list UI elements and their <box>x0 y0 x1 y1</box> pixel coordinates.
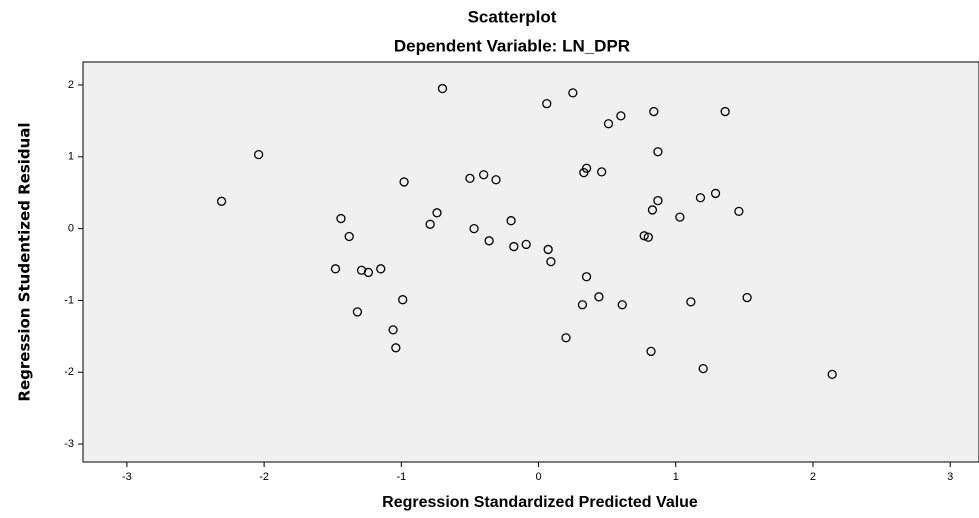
x-tick-label: -3 <box>122 471 132 483</box>
x-tick-label: 2 <box>810 471 816 483</box>
x-tick-label: -2 <box>259 471 269 483</box>
y-tick-label: -2 <box>64 366 74 378</box>
x-tick-label: 3 <box>947 471 953 483</box>
y-tick-label: -1 <box>64 294 74 306</box>
chart-subtitle: Dependent Variable: LN_DPR <box>394 36 630 55</box>
x-tick-label: 0 <box>535 471 541 483</box>
y-axis-label: Regression Studentized Residual <box>16 122 34 401</box>
y-tick-label: -3 <box>64 438 74 450</box>
x-axis-label: Regression Standardized Predicted Value <box>382 494 698 511</box>
y-tick-label: 1 <box>68 151 74 163</box>
plot-area <box>83 62 979 462</box>
x-tick-label: -1 <box>396 471 406 483</box>
y-tick-label: 0 <box>68 223 74 235</box>
chart: Scatterplot Dependent Variable: LN_DPR R… <box>0 0 979 518</box>
x-tick-label: 1 <box>673 471 679 483</box>
y-tick-label: 2 <box>68 79 74 91</box>
chart-title: Scatterplot <box>468 7 557 26</box>
